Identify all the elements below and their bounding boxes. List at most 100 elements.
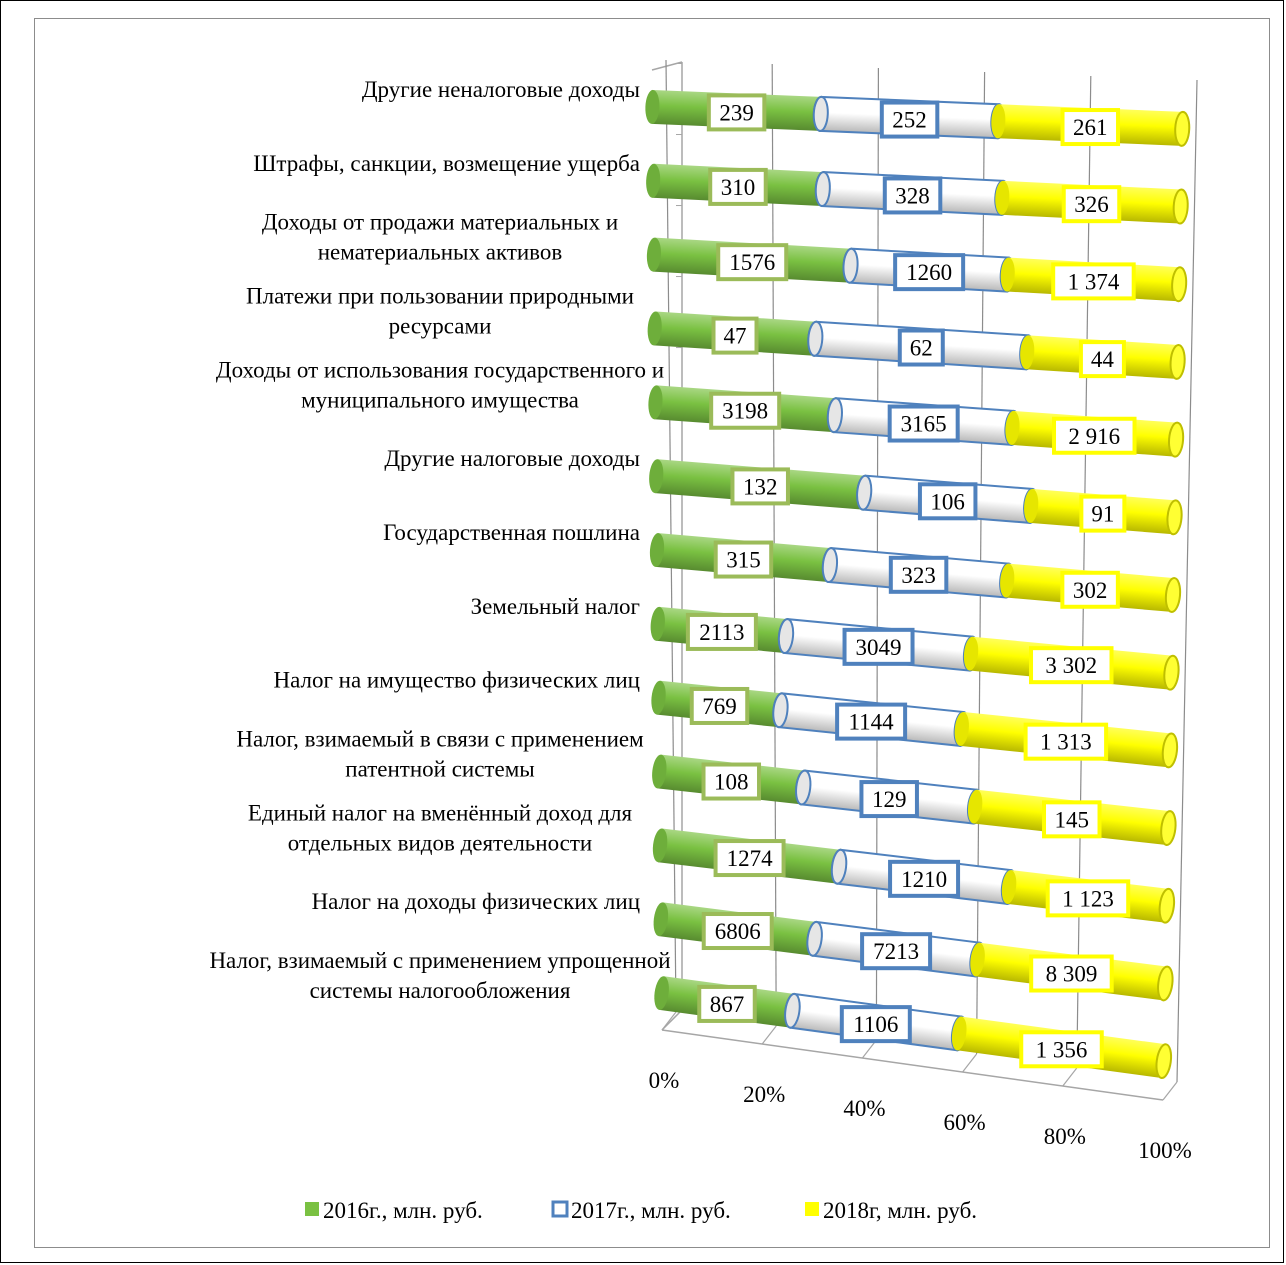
data-label-value: 1 123 [1062,886,1114,911]
data-label: 2113 [685,612,758,651]
x-tick-label: 60% [944,1110,986,1135]
data-label-box [716,243,789,282]
bar-start-cap [954,712,969,746]
data-label-box [689,686,750,725]
data-label-value: 1210 [901,867,947,892]
bar-start-cap [967,789,983,824]
floor-gridline [661,1011,677,1031]
bar-start-cap [652,754,667,789]
data-label: 2 916 [1052,416,1137,455]
data-label-value: 3 302 [1045,653,1097,678]
bar-start-cap [1020,335,1035,370]
legend-item: 2017г., млн. руб. [551,1198,731,1223]
data-label: 252 [879,100,940,139]
category-label: Штрафы, санкции, возмещение ущерба [253,151,640,176]
data-label-value: 328 [895,183,930,208]
data-label-box [685,612,758,651]
data-label: 91 [1079,494,1127,533]
category-label: Доходы от использования государственного… [216,357,664,382]
bar-start-cap [1005,410,1020,445]
data-label-value: 1260 [906,260,952,285]
bar-start-cap [1000,563,1015,598]
data-label-box [708,167,768,206]
data-label: 326 [1061,185,1122,224]
data-label-value: 145 [1055,807,1090,832]
data-label-box [730,467,790,506]
data-label: 328 [882,176,943,215]
data-label-box [882,176,943,215]
data-label: 3 302 [1029,646,1114,685]
bar-start-cap [856,474,873,511]
data-label-value: 1 374 [1068,269,1120,294]
data-label: 1 123 [1045,879,1131,918]
data-label-box [1042,800,1102,839]
data-label-value: 315 [726,548,761,573]
data-label-box [859,780,919,819]
data-label-value: 44 [1091,347,1115,372]
bar-start-cap [777,618,795,654]
data-label: 867 [697,984,757,1023]
bar-start-cap [795,769,812,806]
data-label-value: 132 [743,474,778,499]
data-label-value: 47 [724,324,747,349]
category-label: патентной системы [345,757,534,782]
data-label-box [1052,416,1137,455]
bar-start-cap [772,692,789,729]
data-label-box [701,912,774,951]
data-label-box [860,932,933,971]
data-labels: 239 252 261 310 328 326 1576 1260 1 374 47 62 44 319… [685,93,1137,1069]
data-label-value: 129 [872,787,907,812]
data-label: 310 [708,167,768,206]
data-label-box [1061,185,1122,224]
bar-start-cap [650,606,665,641]
category-label: Другие налоговые доходы [384,446,640,471]
data-label-box [713,540,774,579]
data-label-value: 62 [910,336,933,361]
data-label: 323 [888,555,949,594]
bar-end-cap [1167,421,1185,458]
data-label-box [1078,340,1126,379]
data-label-value: 91 [1091,502,1114,527]
data-label-box [835,702,908,741]
data-label-value: 1106 [853,1012,898,1037]
data-label-box [1045,879,1131,918]
floor-gridline [1162,1081,1178,1101]
data-label: 3049 [842,627,915,666]
data-label-value: 769 [702,694,737,719]
data-label-box [888,859,961,898]
x-tick-label: 20% [743,1082,785,1107]
data-label-box [701,762,762,801]
bar-end-cap [1169,343,1186,380]
data-label: 62 [897,328,945,367]
data-label: 1106 [839,1005,912,1044]
bar-start-cap [649,533,665,567]
bar-start-cap [645,89,660,124]
bar-start-cap [646,163,661,198]
data-label-box [879,100,940,139]
data-label-value: 1144 [849,710,895,735]
data-label: 1144 [835,702,908,741]
legend-label: 2016г., млн. руб. [323,1198,483,1223]
data-label-box [706,93,767,132]
x-tick-label: 40% [843,1096,885,1121]
data-label-value: 1 313 [1040,730,1092,755]
bar-start-cap [995,180,1010,215]
bar-start-cap [651,680,666,715]
data-label-value: 1274 [727,846,774,871]
bar-start-cap [830,848,848,885]
bar-start-cap [821,547,839,584]
data-label-value: 7213 [873,939,919,964]
bar-start-cap [646,237,661,272]
legend-item: 2016г., млн. руб. [305,1198,483,1223]
x-tick-label: 80% [1044,1124,1086,1149]
bar-end-cap [1161,732,1179,769]
data-label-value: 310 [721,175,756,200]
bar-start-cap [807,320,824,357]
bar-start-cap [963,636,979,671]
data-label: 1576 [716,243,789,282]
data-label: 1274 [713,839,786,878]
legend-swatch [551,1200,569,1218]
data-label-box [887,404,960,443]
legend-swatch [305,1202,319,1216]
legend-label: 2017г., млн. руб. [571,1198,731,1223]
